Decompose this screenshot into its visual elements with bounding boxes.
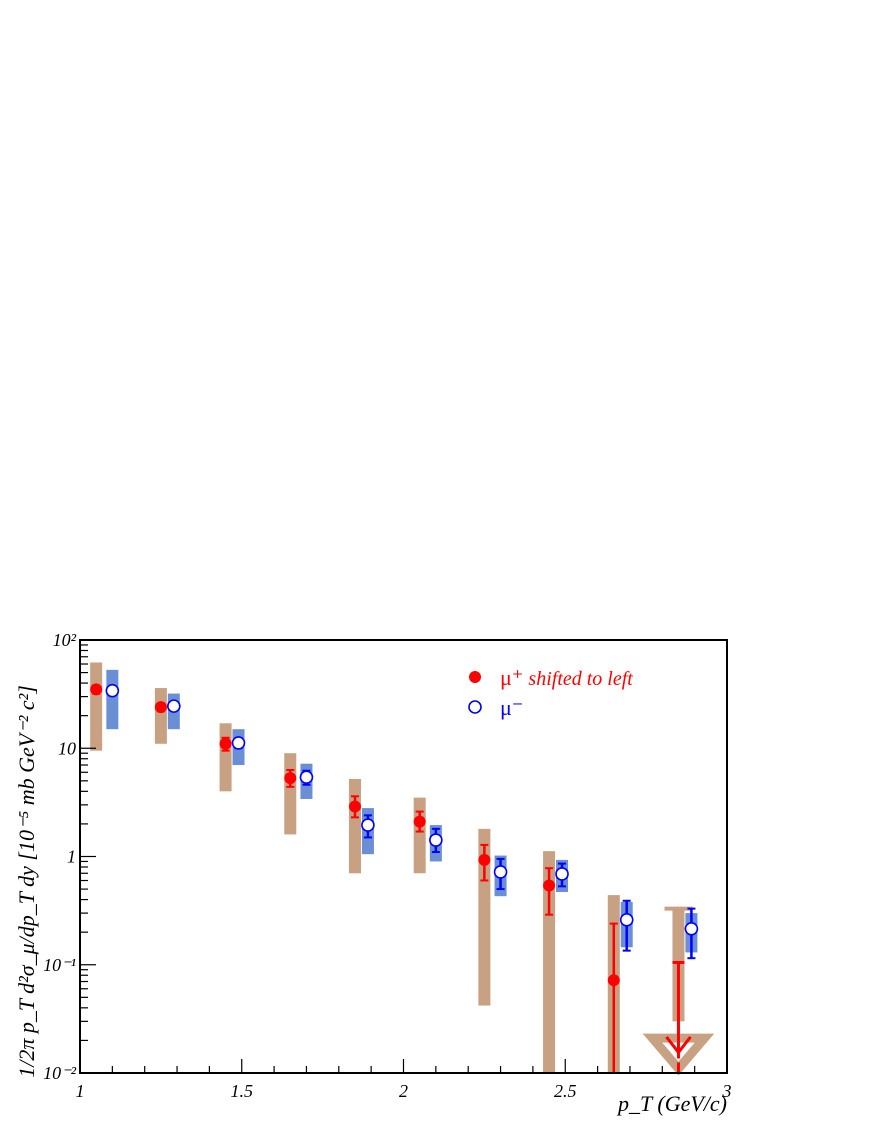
data-point-mu-plus	[607, 974, 620, 987]
data-point-mu-minus	[619, 913, 634, 927]
data-point-mu-minus	[299, 770, 314, 785]
legend-symbol: μ⁺	[500, 665, 523, 690]
legend-marker	[468, 700, 482, 714]
data-point-mu-plus	[478, 853, 491, 866]
data-point-mu-minus	[105, 683, 120, 698]
x-tick-label: 1	[76, 1081, 85, 1101]
legend-marker	[469, 671, 481, 683]
sys-error-box	[478, 828, 491, 1006]
sys-error-box	[543, 851, 556, 1073]
data-point-mu-plus	[543, 879, 556, 892]
marker-layer	[90, 683, 699, 987]
data-point-mu-minus	[231, 736, 246, 750]
data-point-mu-plus	[284, 772, 297, 785]
sys-error-box	[106, 669, 119, 730]
sys-error-box	[413, 797, 426, 874]
data-point-mu-minus	[493, 865, 508, 879]
data-point-mu-plus	[219, 737, 232, 750]
data-point-mu-minus	[167, 699, 181, 713]
data-point-mu-plus	[413, 815, 426, 828]
data-point-mu-minus	[429, 833, 443, 847]
sys-error-box	[154, 688, 167, 744]
axes-layer: 1 1.5 2 2.5 3 10⁻² 10⁻¹ 1 10 10²	[43, 630, 731, 1101]
x-tick-label: 3	[722, 1081, 732, 1101]
x-tick-label: 2.5	[554, 1081, 577, 1101]
data-point-mu-plus	[90, 683, 103, 696]
data-point-mu-minus	[684, 921, 699, 936]
y-tick-label: 10⁻¹	[43, 955, 76, 975]
sys-error-box	[284, 753, 297, 835]
data-point-mu-plus	[154, 701, 167, 714]
y-axis-title: 1/2π p_T d²σ_μ/dp_T dy [10⁻⁵ mb GeV⁻² c²…	[14, 685, 39, 1078]
upper-limit-arrowhead	[665, 1035, 692, 1055]
sys-error-box	[348, 778, 361, 874]
x-axis-title: p_T (GeV/c)	[616, 1091, 727, 1116]
data-point-mu-minus	[361, 818, 375, 832]
legend-label: μ⁺ shifted to left	[500, 665, 633, 690]
y-tick-label: 10	[58, 738, 76, 758]
x-tick-label: 1.5	[231, 1081, 254, 1101]
legend-label: μ⁻	[500, 695, 523, 720]
data-point-mu-minus	[555, 867, 569, 881]
y-tick-label: 10⁻²	[43, 1063, 77, 1083]
legend-suffix: shifted to left	[523, 668, 633, 690]
y-tick-label: 1	[67, 847, 76, 867]
y-tick-label: 10²	[53, 630, 77, 650]
sys-error-box	[90, 662, 103, 751]
sys-error-box	[219, 723, 232, 792]
data-point-mu-plus	[348, 800, 361, 813]
x-tick-label: 2	[399, 1081, 408, 1101]
legend-symbol: μ⁻	[500, 695, 523, 720]
